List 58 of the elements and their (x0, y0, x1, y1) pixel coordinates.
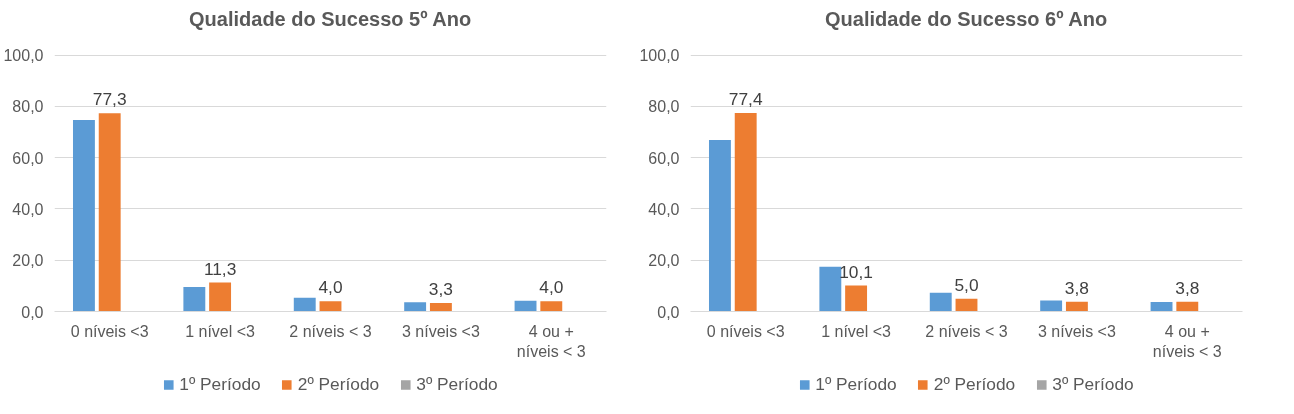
x-tick-label: 2 níveis < 3 (925, 322, 1008, 340)
legend-label: 1º Período (815, 373, 897, 395)
bar (319, 301, 342, 312)
bar (540, 301, 563, 312)
legend-label: 3º Período (1052, 373, 1134, 395)
x-tick-label: 2 níveis < 3 (289, 322, 372, 340)
legend-label: 3º Período (416, 373, 498, 395)
chart-title: Qualidade do Sucesso 6º Ano (825, 7, 1108, 30)
legend-label: 2º Período (933, 373, 1016, 395)
x-tick-label: 0 níveis <3 (70, 322, 149, 340)
bar (404, 302, 427, 312)
bar (98, 113, 121, 312)
data-label: 3,8 (1064, 277, 1089, 298)
y-tick-label: 20,0 (648, 252, 680, 270)
bar (72, 119, 95, 312)
y-tick-label: 40,0 (12, 200, 44, 218)
legend-label: 2º Período (297, 373, 380, 395)
x-tick-label: 1 nível <3 (821, 322, 892, 340)
bar (1150, 302, 1173, 312)
x-tick-label: 1 nível <3 (185, 322, 256, 340)
bar (1065, 301, 1088, 312)
bar (209, 282, 232, 312)
y-tick-label: 60,0 (12, 149, 44, 167)
bar (819, 266, 842, 312)
y-tick-label: 100,0 (639, 47, 680, 65)
y-tick-label: 0,0 (21, 303, 44, 321)
y-tick-label: 60,0 (648, 149, 680, 167)
data-label: 77,4 (728, 88, 763, 109)
x-tick-label: 3 níveis <3 (401, 322, 480, 340)
y-tick-label: 20,0 (12, 252, 44, 270)
data-label: 3,8 (1175, 277, 1200, 298)
bar (429, 303, 452, 312)
bar (845, 285, 868, 312)
x-tick-label: 3 níveis <3 (1037, 322, 1116, 340)
data-label: 4,0 (318, 277, 343, 298)
bar (183, 286, 206, 312)
data-label: 3,3 (428, 279, 453, 300)
legend-label: 1º Período (179, 373, 261, 395)
data-label: 5,0 (954, 274, 979, 295)
y-tick-label: 80,0 (12, 98, 44, 116)
chart-title: Qualidade do Sucesso 5º Ano (189, 7, 472, 30)
bar (1176, 301, 1199, 312)
y-tick-label: 40,0 (648, 200, 680, 218)
bar (293, 297, 316, 312)
bar (1040, 300, 1063, 312)
bar (734, 112, 757, 312)
y-tick-label: 80,0 (648, 98, 680, 116)
x-tick-label: 0 níveis <3 (706, 322, 785, 340)
y-tick-label: 100,0 (3, 47, 44, 65)
data-label: 11,3 (203, 258, 237, 279)
data-label: 77,3 (92, 89, 127, 110)
bar (955, 298, 978, 312)
x-tick-label: 4 ou + níveis < 3 (516, 322, 586, 360)
data-label: 4,0 (539, 277, 564, 298)
x-tick-label: 4 ou + níveis < 3 (1152, 322, 1222, 360)
y-tick-label: 0,0 (657, 303, 680, 321)
bar (708, 139, 731, 312)
bar (929, 292, 952, 312)
